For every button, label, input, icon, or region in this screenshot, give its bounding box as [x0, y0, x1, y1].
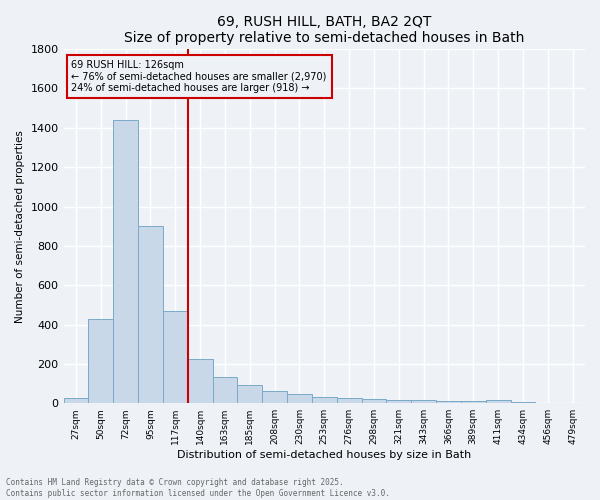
Bar	[163, 311, 188, 403]
Bar	[88, 318, 113, 403]
Bar	[461, 401, 485, 403]
Bar	[535, 402, 560, 403]
Bar	[362, 400, 386, 403]
Bar	[436, 401, 461, 403]
Bar	[287, 394, 312, 403]
Text: 69 RUSH HILL: 126sqm
← 76% of semi-detached houses are smaller (2,970)
24% of se: 69 RUSH HILL: 126sqm ← 76% of semi-detac…	[71, 60, 327, 93]
X-axis label: Distribution of semi-detached houses by size in Bath: Distribution of semi-detached houses by …	[177, 450, 472, 460]
Bar	[411, 400, 436, 403]
Title: 69, RUSH HILL, BATH, BA2 2QT
Size of property relative to semi-detached houses i: 69, RUSH HILL, BATH, BA2 2QT Size of pro…	[124, 15, 524, 45]
Bar	[386, 400, 411, 403]
Bar	[511, 402, 535, 403]
Bar	[212, 376, 238, 403]
Bar	[485, 400, 511, 403]
Bar	[64, 398, 88, 403]
Text: Contains HM Land Registry data © Crown copyright and database right 2025.
Contai: Contains HM Land Registry data © Crown c…	[6, 478, 390, 498]
Bar	[188, 359, 212, 403]
Bar	[138, 226, 163, 403]
Bar	[312, 397, 337, 403]
Bar	[262, 391, 287, 403]
Y-axis label: Number of semi-detached properties: Number of semi-detached properties	[15, 130, 25, 322]
Bar	[337, 398, 362, 403]
Bar	[113, 120, 138, 403]
Bar	[238, 384, 262, 403]
